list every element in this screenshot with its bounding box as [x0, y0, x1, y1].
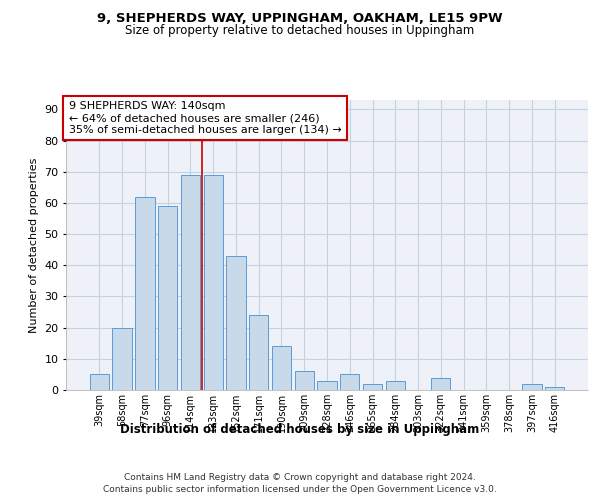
Bar — [340, 374, 359, 390]
Text: Contains HM Land Registry data © Crown copyright and database right 2024.: Contains HM Land Registry data © Crown c… — [124, 472, 476, 482]
Bar — [203, 175, 223, 390]
Text: Size of property relative to detached houses in Uppingham: Size of property relative to detached ho… — [125, 24, 475, 37]
Bar — [522, 384, 542, 390]
Text: 9, SHEPHERDS WAY, UPPINGHAM, OAKHAM, LE15 9PW: 9, SHEPHERDS WAY, UPPINGHAM, OAKHAM, LE1… — [97, 12, 503, 26]
Y-axis label: Number of detached properties: Number of detached properties — [29, 158, 38, 332]
Bar — [135, 196, 155, 390]
Bar — [112, 328, 132, 390]
Bar — [545, 387, 564, 390]
Text: Distribution of detached houses by size in Uppingham: Distribution of detached houses by size … — [121, 422, 479, 436]
Text: Contains public sector information licensed under the Open Government Licence v3: Contains public sector information licen… — [103, 485, 497, 494]
Bar — [272, 346, 291, 390]
Bar — [249, 315, 268, 390]
Bar — [431, 378, 451, 390]
Bar — [386, 380, 405, 390]
Bar — [226, 256, 245, 390]
Bar — [158, 206, 178, 390]
Bar — [363, 384, 382, 390]
Bar — [295, 372, 314, 390]
Bar — [90, 374, 109, 390]
Bar — [317, 380, 337, 390]
Text: 9 SHEPHERDS WAY: 140sqm
← 64% of detached houses are smaller (246)
35% of semi-d: 9 SHEPHERDS WAY: 140sqm ← 64% of detache… — [68, 102, 341, 134]
Bar — [181, 175, 200, 390]
